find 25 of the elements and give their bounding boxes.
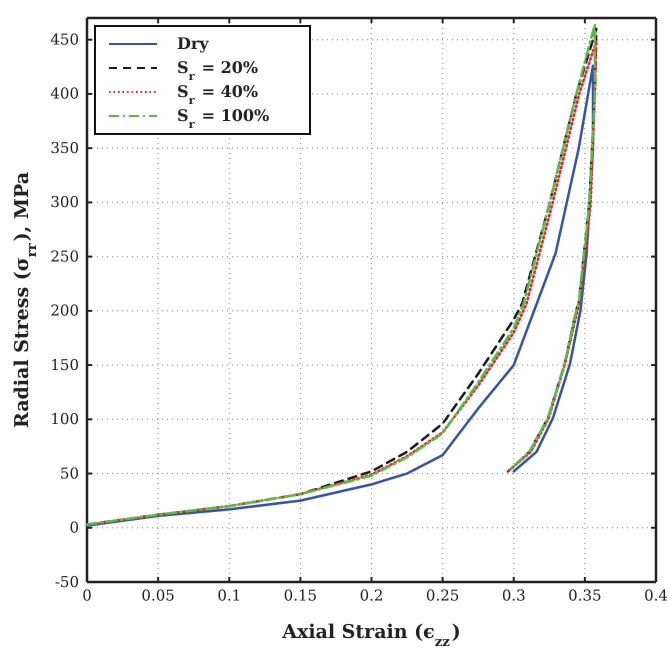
y-tick-label: 350 [50,138,79,157]
y-tick-label: 400 [50,84,79,103]
y-tick-label: -50 [54,572,79,591]
y-tick-label: 50 [60,464,79,482]
x-tick-label: 0.3 [502,586,526,605]
y-tick-label: 150 [50,356,79,374]
y-tick-label: 450 [50,30,79,48]
legend-label: S$_{r}$ = 20% [177,58,258,83]
x-tick-label: 0 [82,586,92,605]
x-tick-label: 0.15 [284,586,318,605]
x-tick-label: 0.1 [217,586,242,605]
y-tick-label: 0 [69,518,79,537]
legend-label: Dry [177,34,210,53]
y-tick-label: 300 [50,193,79,212]
y-tick-label: 200 [50,302,79,320]
x-tick-label: 0.25 [426,586,460,605]
y-tick-label: 250 [50,247,79,266]
x-tick-label: 0.35 [568,586,602,605]
y-tick-label: 100 [50,410,79,428]
x-tick-label: 0.4 [644,586,668,605]
x-axis-title: Axial Strain (ϵ$_{zz}$) [281,621,461,650]
x-tick-label: 0.2 [360,586,384,605]
x-tick-label: 0.05 [141,586,175,605]
legend-label: S$_{r}$ = 100% [177,106,270,131]
legend-label: S$_{r}$ = 40% [177,82,258,107]
